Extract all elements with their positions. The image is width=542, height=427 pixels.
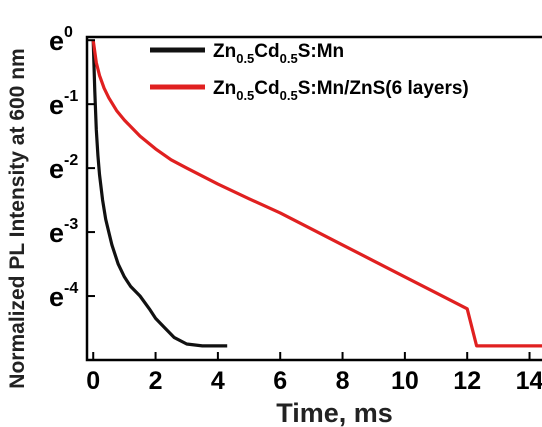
x-tick-label-3: 6 bbox=[273, 367, 287, 395]
series-line-0 bbox=[91, 40, 228, 348]
x-tick-label-1: 2 bbox=[149, 367, 163, 395]
x-tick-label-5: 10 bbox=[391, 367, 419, 395]
y-tick-label-1: e-1 bbox=[49, 88, 78, 120]
y-axis-label: Normalized PL Intensity at 600 nm bbox=[6, 48, 29, 388]
y-tick-label-3: e-3 bbox=[49, 216, 78, 248]
y-tick-label-2: e-2 bbox=[49, 152, 78, 184]
x-tick-label-7: 14 bbox=[516, 367, 542, 395]
x-tick-label-2: 4 bbox=[211, 367, 225, 395]
x-tick-label-0: 0 bbox=[86, 367, 100, 395]
legend: Zn0.5Cd0.5S:Mn Zn0.5Cd0.5S:Mn/ZnS(6 layer… bbox=[150, 41, 469, 103]
legend-label-0: Zn0.5Cd0.5S:Mn bbox=[213, 41, 344, 66]
series-layer bbox=[91, 39, 542, 348]
x-axis-label: Time, ms bbox=[276, 398, 393, 427]
y-tick-label-4: e-4 bbox=[49, 280, 78, 312]
legend-label-1: Zn0.5Cd0.5S:Mn/ZnS(6 layers) bbox=[213, 78, 469, 103]
plot-frame bbox=[85, 35, 542, 362]
series-line-1 bbox=[91, 39, 542, 348]
x-tick-label-4: 8 bbox=[336, 367, 350, 395]
x-tick-label-6: 12 bbox=[453, 367, 481, 395]
ticks-layer: 0 2 4 6 8 10 12 14 e0 e-1 e-2 e-3 e-4 bbox=[49, 24, 542, 395]
y-tick-label-0: e0 bbox=[49, 24, 73, 56]
